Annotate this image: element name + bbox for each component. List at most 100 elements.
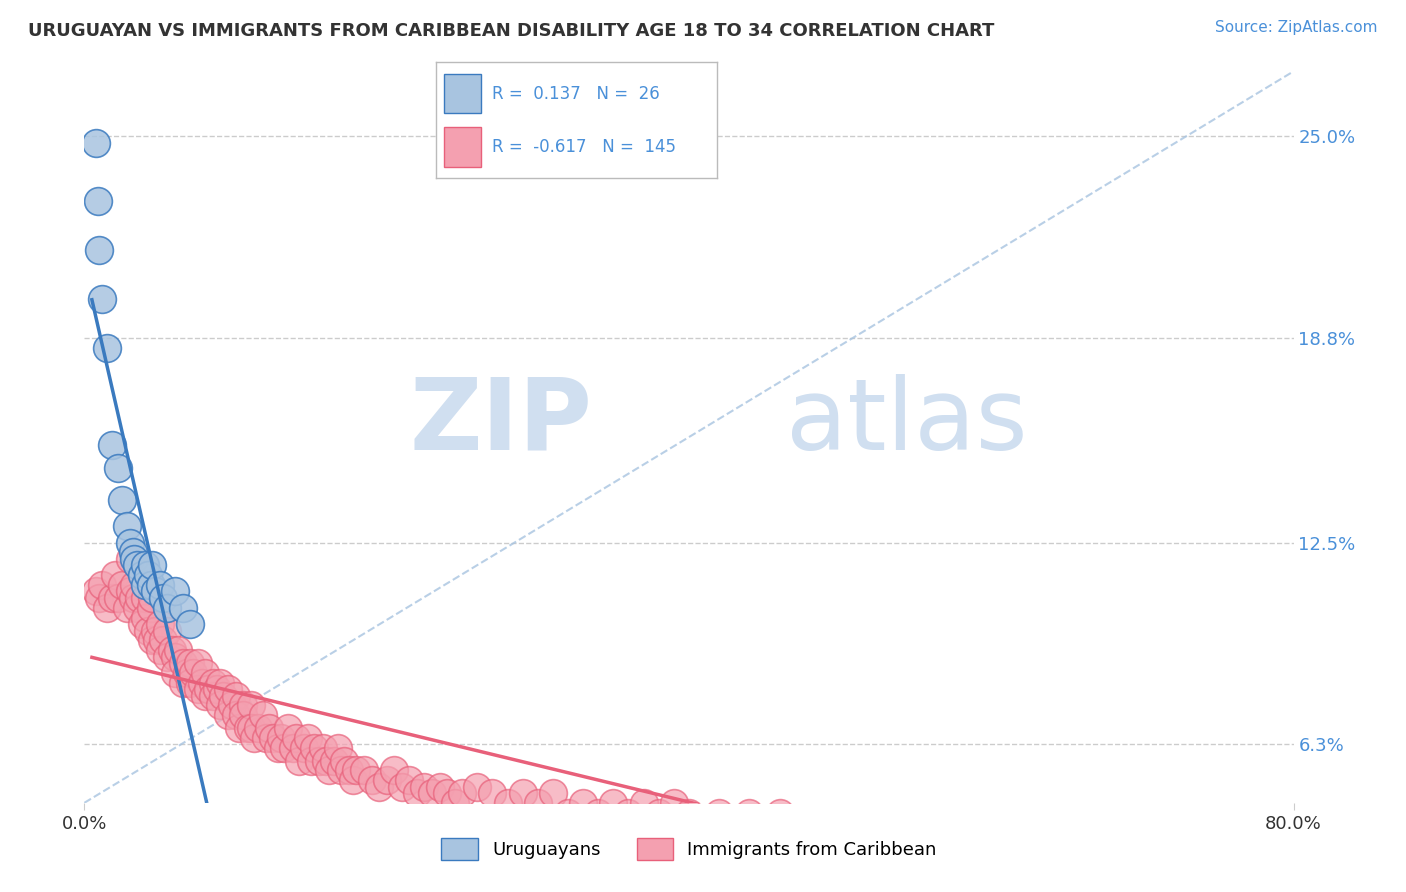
- Point: [209, 698, 232, 713]
- Point: [115, 519, 138, 533]
- Point: [145, 624, 167, 638]
- Point: [179, 656, 201, 670]
- Point: [152, 633, 174, 648]
- Point: [225, 689, 247, 703]
- Legend: Uruguayans, Immigrants from Caribbean: Uruguayans, Immigrants from Caribbean: [434, 830, 943, 867]
- Point: [1161, 851, 1184, 865]
- Point: [201, 675, 224, 690]
- Point: [167, 643, 190, 657]
- Text: R =  0.137   N =  26: R = 0.137 N = 26: [492, 85, 659, 103]
- Point: [156, 649, 179, 664]
- Point: [662, 796, 685, 810]
- Point: [467, 780, 489, 794]
- Point: [201, 689, 224, 703]
- Point: [292, 740, 315, 755]
- Point: [783, 819, 806, 833]
- Point: [136, 568, 159, 582]
- Point: [375, 772, 398, 787]
- Point: [277, 721, 299, 735]
- Point: [152, 591, 174, 605]
- Point: [257, 721, 280, 735]
- Point: [121, 591, 143, 605]
- Point: [139, 600, 162, 615]
- Point: [413, 780, 436, 794]
- Point: [328, 740, 350, 755]
- Point: [179, 617, 201, 632]
- Point: [322, 754, 344, 768]
- Point: [181, 665, 204, 680]
- Point: [172, 675, 194, 690]
- Point: [429, 780, 451, 794]
- Point: [769, 805, 792, 820]
- Point: [267, 740, 290, 755]
- Point: [1040, 838, 1063, 852]
- Point: [165, 665, 187, 680]
- Point: [920, 819, 942, 833]
- Point: [217, 708, 239, 723]
- Point: [315, 754, 337, 768]
- Point: [134, 558, 156, 573]
- Bar: [444, 74, 481, 113]
- Point: [115, 600, 138, 615]
- Point: [693, 812, 716, 826]
- Point: [232, 708, 254, 723]
- Point: [149, 578, 172, 592]
- Point: [91, 578, 114, 592]
- Point: [799, 812, 821, 826]
- Point: [254, 731, 277, 745]
- Point: [87, 194, 110, 209]
- Point: [1071, 845, 1094, 859]
- Point: [172, 600, 194, 615]
- Point: [107, 461, 129, 475]
- Point: [950, 828, 973, 842]
- Point: [127, 558, 149, 573]
- Point: [128, 591, 150, 605]
- Point: [496, 796, 519, 810]
- Point: [754, 812, 776, 826]
- Point: [353, 764, 375, 778]
- Point: [187, 681, 209, 696]
- Point: [111, 493, 134, 508]
- Point: [481, 786, 503, 800]
- Point: [176, 665, 198, 680]
- Point: [360, 772, 382, 787]
- Point: [146, 633, 169, 648]
- Point: [172, 656, 194, 670]
- Point: [118, 552, 141, 566]
- Point: [134, 610, 156, 624]
- Point: [118, 535, 141, 549]
- Point: [127, 600, 149, 615]
- Text: atlas: atlas: [786, 374, 1028, 471]
- Point: [557, 805, 579, 820]
- Point: [156, 624, 179, 638]
- Point: [122, 552, 145, 566]
- Point: [141, 633, 163, 648]
- Point: [285, 731, 308, 745]
- Text: R =  -0.617   N =  145: R = -0.617 N = 145: [492, 138, 676, 156]
- Point: [131, 568, 153, 582]
- Point: [420, 786, 443, 800]
- Point: [648, 805, 671, 820]
- Point: [134, 591, 156, 605]
- Point: [451, 786, 474, 800]
- Point: [118, 584, 141, 599]
- Point: [1130, 845, 1153, 859]
- Point: [723, 812, 745, 826]
- Point: [225, 708, 247, 723]
- Point: [262, 731, 284, 745]
- Point: [288, 754, 311, 768]
- Point: [165, 649, 187, 664]
- Point: [602, 796, 624, 810]
- Point: [136, 624, 159, 638]
- Point: [382, 764, 405, 778]
- Point: [1192, 857, 1215, 871]
- Point: [346, 764, 368, 778]
- Point: [89, 591, 111, 605]
- Point: [337, 764, 360, 778]
- Point: [333, 754, 356, 768]
- Text: Source: ZipAtlas.com: Source: ZipAtlas.com: [1215, 20, 1378, 35]
- Point: [179, 675, 201, 690]
- Point: [830, 812, 852, 826]
- Text: URUGUAYAN VS IMMIGRANTS FROM CARIBBEAN DISABILITY AGE 18 TO 34 CORRELATION CHART: URUGUAYAN VS IMMIGRANTS FROM CARIBBEAN D…: [28, 22, 994, 40]
- Point: [197, 681, 219, 696]
